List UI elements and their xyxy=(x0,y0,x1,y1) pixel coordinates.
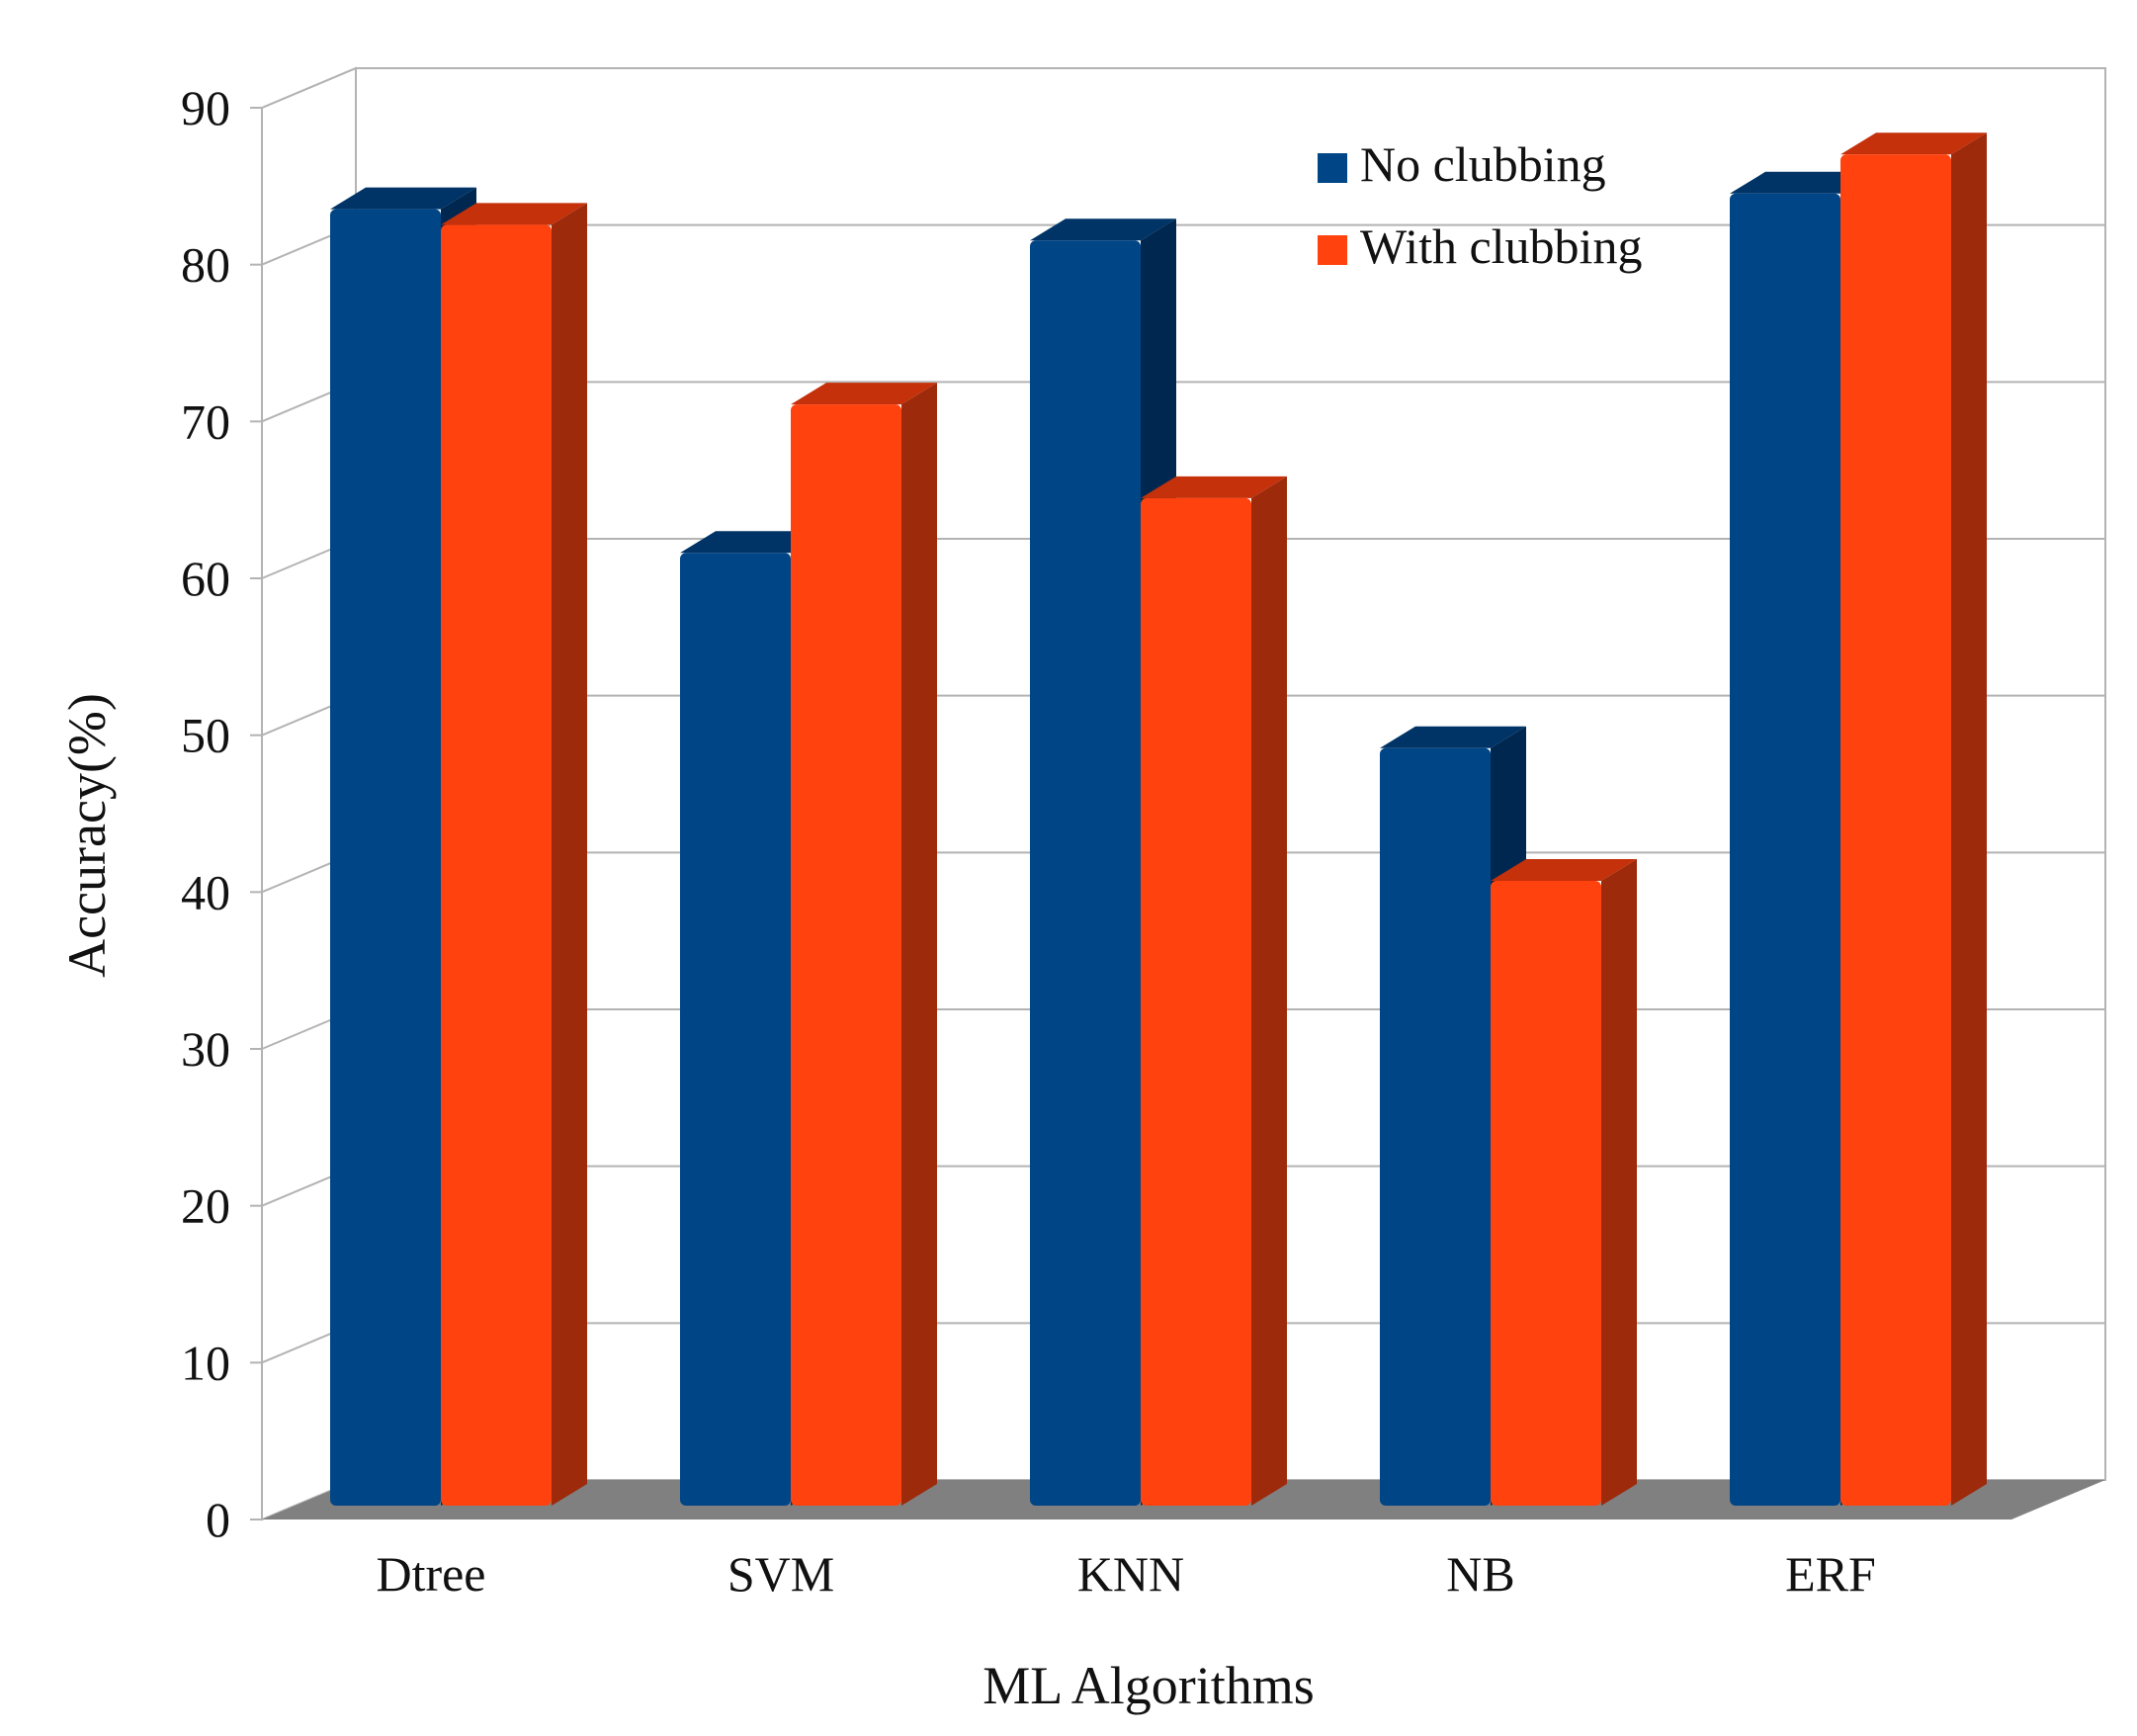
bar-front-face xyxy=(1141,497,1251,1506)
bar-erf-with-clubbing xyxy=(1840,132,1987,1506)
x-tick-label: KNN xyxy=(1077,1546,1184,1602)
bar-side-face xyxy=(1251,476,1287,1506)
legend-swatch-with-clubbing xyxy=(1318,235,1347,265)
bar-top-face xyxy=(441,203,587,225)
y-axis-title: Accuracy(%) xyxy=(57,693,117,978)
x-tick-label: NB xyxy=(1446,1546,1514,1602)
bar-top-face xyxy=(330,187,476,210)
bar-front-face xyxy=(680,553,791,1506)
x-tick-label: SVM xyxy=(727,1546,834,1602)
bar-front-face xyxy=(791,404,901,1507)
y-tick-label: 90 xyxy=(181,80,230,135)
legend-label-no-clubbing: No clubbing xyxy=(1360,136,1606,192)
bar-front-face xyxy=(1840,154,1951,1506)
y-axis-ticks: 0 10 20 30 40 50 60 70 80 90 xyxy=(181,80,263,1547)
x-axis-title: ML Algorithms xyxy=(983,1656,1315,1715)
bar-nb-with-clubbing xyxy=(1491,859,1637,1506)
bar-front-face xyxy=(1730,193,1840,1506)
bar-top-face xyxy=(1491,859,1637,881)
bar-side-face xyxy=(1951,132,1987,1506)
bar-side-face xyxy=(1601,859,1637,1506)
y-tick-label: 40 xyxy=(181,864,230,919)
y-tick-label: 0 xyxy=(206,1492,230,1547)
bar-top-face xyxy=(1030,218,1176,241)
y-tick-label: 50 xyxy=(181,708,230,763)
gridline-side xyxy=(261,67,357,109)
bar-side-face xyxy=(552,203,587,1506)
bar-front-face xyxy=(1030,240,1141,1507)
bar-front-face xyxy=(441,224,552,1506)
bar-svm-with-clubbing xyxy=(791,383,937,1507)
y-tick-label: 30 xyxy=(181,1021,230,1077)
bar-front-face xyxy=(1380,747,1491,1506)
bar-dtree-with-clubbing xyxy=(441,203,587,1506)
x-axis-ticks: Dtree SVM KNN NB ERF xyxy=(376,1546,1875,1602)
bar-front-face xyxy=(330,209,441,1507)
y-tick-label: 70 xyxy=(181,393,230,449)
bar-front-face xyxy=(1491,881,1601,1506)
bar-top-face xyxy=(1840,132,1987,155)
bar-top-face xyxy=(1380,726,1526,748)
bar-top-face xyxy=(680,531,826,554)
y-tick-label: 80 xyxy=(181,237,230,293)
y-tick-label: 20 xyxy=(181,1178,230,1234)
x-tick-label: Dtree xyxy=(376,1546,485,1602)
legend: No clubbing With clubbing xyxy=(1318,136,1642,274)
bar-knn-with-clubbing xyxy=(1141,476,1287,1506)
bars xyxy=(330,132,1987,1507)
bar-side-face xyxy=(901,383,937,1507)
bar-top-face xyxy=(791,383,937,405)
y-tick-label: 10 xyxy=(181,1335,230,1390)
bar-top-face xyxy=(1730,171,1876,194)
x-tick-label: ERF xyxy=(1785,1546,1876,1602)
legend-label-with-clubbing: With clubbing xyxy=(1360,218,1642,274)
y-tick-label: 60 xyxy=(181,551,230,606)
bar-top-face xyxy=(1141,476,1287,498)
legend-swatch-no-clubbing xyxy=(1318,153,1347,183)
